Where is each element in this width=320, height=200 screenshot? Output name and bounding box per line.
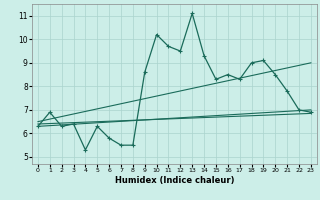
X-axis label: Humidex (Indice chaleur): Humidex (Indice chaleur) [115, 176, 234, 185]
